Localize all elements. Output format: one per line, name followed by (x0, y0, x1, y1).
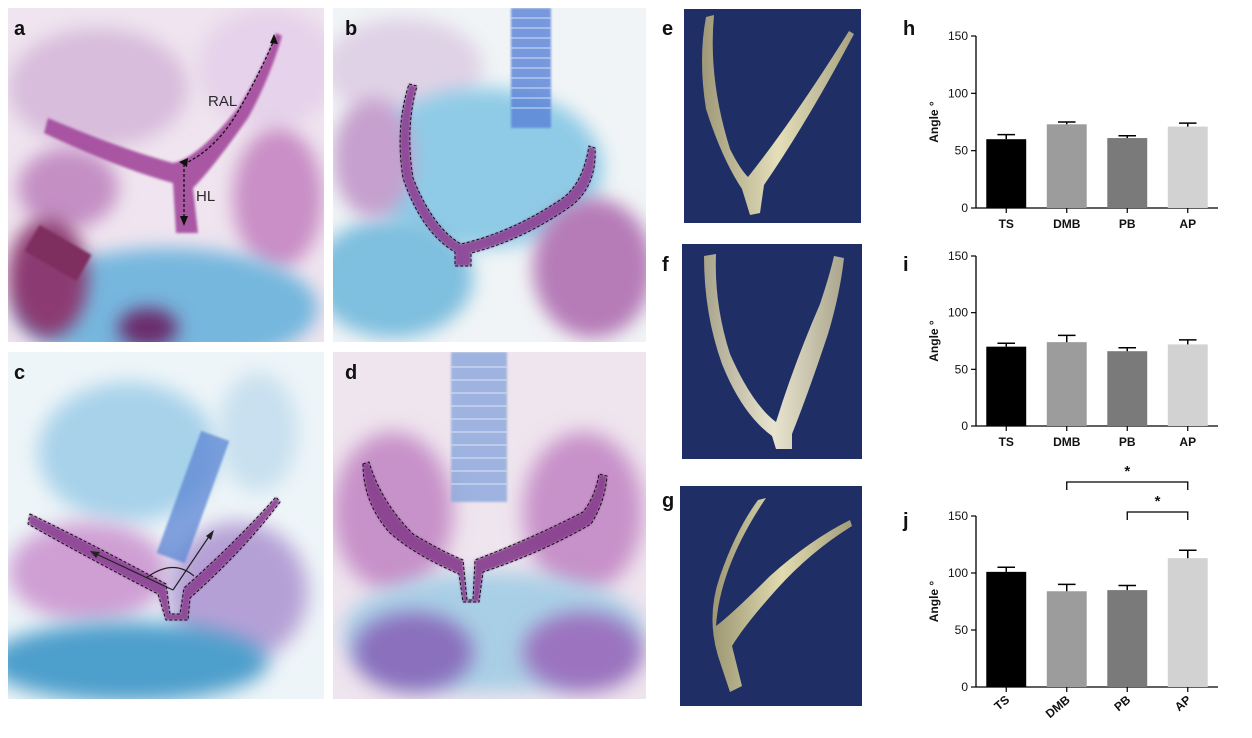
bar-ts (986, 571, 1027, 687)
panel-label-f: f (662, 254, 669, 276)
panel-label-e: e (662, 18, 674, 40)
stained-hyoid-image-c (8, 352, 324, 699)
x-tick-label: TS (991, 693, 1012, 714)
x-tick-label: AP (1172, 693, 1194, 714)
bar-dmb (1046, 342, 1087, 426)
y-axis-label: Angle ° (927, 320, 941, 362)
panel-label-a: a (14, 18, 26, 40)
panel-label-b: b (345, 18, 358, 40)
y-tick-label: 0 (961, 201, 968, 215)
bar-dmb (1046, 591, 1087, 687)
y-tick-label: 150 (948, 29, 968, 43)
bar-pb (1107, 590, 1148, 687)
y-tick-label: 50 (955, 144, 969, 158)
render-panel-e (684, 9, 861, 223)
render-panel-g (680, 486, 862, 706)
photo-panel-d: d (333, 352, 646, 699)
y-tick-label: 150 (948, 249, 968, 263)
bar-dmb (1046, 124, 1087, 208)
bar-chart-j: 0 50 100 150 Angle ° TS DMB PB AP * * (927, 463, 1218, 721)
stained-hyoid-image-a: RAL HL (8, 8, 324, 342)
stained-hyoid-image-d (333, 352, 646, 699)
hyoid-3d-render-f (704, 254, 844, 449)
y-tick-label: 100 (948, 86, 968, 100)
hl-annotation: HL (196, 188, 215, 205)
photo-panel-c: c (8, 352, 324, 699)
bar-ap (1167, 126, 1208, 208)
render-panel-f (682, 244, 862, 459)
bar-ap (1167, 344, 1208, 426)
hyoid-3d-render-e (702, 15, 854, 215)
stained-hyoid-image-b (333, 8, 646, 342)
x-tick-label: PB (1111, 692, 1133, 714)
x-tick-label: AP (1179, 217, 1196, 231)
y-tick-label: 100 (948, 566, 968, 580)
ral-annotation: RAL (208, 93, 237, 110)
significance-star: * (1124, 463, 1130, 480)
significance-bracket (1066, 481, 1189, 490)
x-tick-label: PB (1119, 435, 1136, 449)
significance-star: * (1155, 493, 1161, 510)
y-axis-label: Angle ° (927, 101, 941, 143)
y-tick-label: 50 (955, 362, 969, 376)
x-tick-label: TS (999, 217, 1014, 231)
significance-bracket (1126, 511, 1189, 520)
bar-pb (1107, 138, 1148, 208)
bar-ts (986, 139, 1027, 208)
panel-label-d: d (345, 362, 358, 384)
x-tick-label: PB (1119, 217, 1136, 231)
y-tick-label: 50 (955, 623, 969, 637)
panel-label-c: c (14, 362, 26, 384)
hyoid-3d-render-g (712, 498, 852, 692)
photo-panel-b: b (333, 8, 646, 342)
x-tick-label: DMB (1053, 435, 1081, 449)
panel-label-g: g (662, 490, 675, 512)
bar-ap (1167, 558, 1208, 687)
y-tick-label: 100 (948, 306, 968, 320)
y-tick-label: 0 (961, 680, 968, 694)
y-axis-label: Angle ° (927, 581, 941, 623)
bar-ts (986, 346, 1027, 426)
bar-chart-h: 0 50 100 150 Angle ° TS DMB PB AP (927, 29, 1218, 231)
y-tick-label: 150 (948, 509, 968, 523)
y-tick-label: 0 (961, 419, 968, 433)
bar-pb (1107, 351, 1148, 426)
bar-chart-i: 0 50 100 150 Angle ° TS DMB PB AP (927, 249, 1218, 449)
x-tick-label: AP (1179, 435, 1196, 449)
photo-panel-a: RAL HL a (8, 8, 324, 342)
panel-label-h: h (903, 18, 916, 40)
panel-label-j: j (903, 510, 909, 532)
x-tick-label: TS (999, 435, 1014, 449)
x-tick-label: DMB (1043, 692, 1073, 721)
panel-label-i: i (903, 254, 909, 276)
x-tick-label: DMB (1053, 217, 1081, 231)
